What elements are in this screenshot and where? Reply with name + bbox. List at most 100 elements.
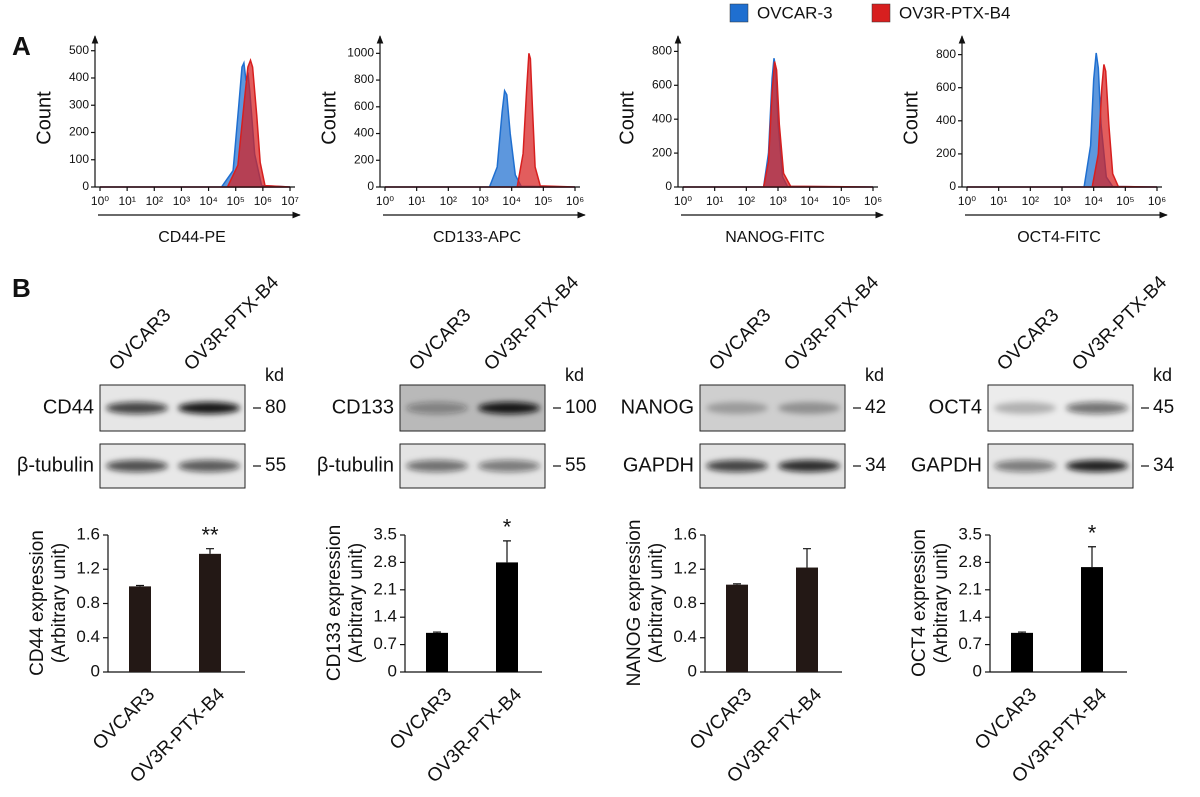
unit-label: kd: [565, 365, 584, 385]
panel-label: B: [12, 273, 31, 303]
y-tick-label: 600: [936, 80, 956, 94]
x-tick-label: 10⁴: [800, 194, 819, 208]
y-tick-label: 1000: [347, 46, 374, 60]
unit-label: kd: [865, 365, 884, 385]
y-tick-label: 200: [936, 146, 956, 160]
y-tick-label: 400: [936, 113, 956, 127]
lane-label: OVCAR3: [993, 305, 1063, 375]
unit-label: kd: [265, 365, 284, 385]
blot-band: [106, 460, 168, 472]
y-tick-label: 0: [367, 179, 374, 193]
x-tick-label: 10⁶: [254, 194, 272, 208]
lane-label: OVCAR3: [705, 305, 775, 375]
y-axis-label: Count: [33, 91, 55, 145]
blot-band: [706, 402, 768, 414]
y-tick-label: 3.5: [958, 524, 982, 543]
y-tick-label: 200: [69, 125, 89, 139]
x-tick-label: 10⁵: [534, 194, 552, 208]
y-axis-label: CD44 expression: [27, 530, 48, 676]
lane-label: OVCAR3: [405, 305, 475, 375]
x-tick-label: 10⁴: [502, 194, 521, 208]
y-tick-label: 0: [665, 179, 672, 193]
kd-value: 34: [1153, 455, 1175, 476]
x-tick-label: OVCAR3: [89, 684, 159, 754]
lane-label: OV3R-PTX-B4: [1068, 272, 1171, 375]
x-tick-label: 10¹: [118, 194, 135, 208]
x-tick-label: 10¹: [706, 194, 723, 208]
y-axis-label: (Arbitrary unit): [646, 543, 667, 663]
y-tick-label: 2.8: [958, 552, 982, 571]
blot-band: [1066, 460, 1128, 472]
density-curve: [683, 61, 874, 188]
density-curve: [385, 88, 576, 188]
x-axis-label: CD44-PE: [158, 229, 226, 246]
lane-label: OV3R-PTX-B4: [780, 272, 883, 375]
x-tick-label: 10³: [173, 194, 190, 208]
y-tick-label: 1.4: [958, 607, 982, 626]
y-axis-label: (Arbitrary unit): [49, 543, 70, 663]
legend-swatch: [729, 3, 749, 23]
bar: [796, 567, 818, 672]
blot-band: [178, 460, 240, 472]
y-tick-label: 600: [652, 77, 672, 91]
x-tick-label: 10³: [1053, 194, 1070, 208]
kd-value: 55: [265, 455, 286, 476]
y-tick-label: 2.1: [958, 579, 982, 598]
y-axis-label: Count: [318, 91, 340, 145]
y-axis-label: Count: [900, 91, 922, 145]
legend-label: OVCAR-3: [757, 3, 833, 22]
y-tick-label: 0.4: [673, 627, 697, 646]
x-tick-label: 10⁴: [1084, 194, 1103, 208]
lane-label: OV3R-PTX-B4: [480, 272, 583, 375]
row-label: β-tubulin: [17, 454, 94, 476]
error-bar: [803, 548, 811, 568]
x-tick-label: 10²: [1022, 194, 1039, 208]
x-tick-label: 10¹: [408, 194, 425, 208]
y-axis-label: (Arbitrary unit): [931, 543, 952, 663]
blot-band: [478, 402, 540, 414]
y-tick-label: 1.4: [373, 607, 397, 626]
kd-value: 100: [565, 397, 597, 418]
bar: [426, 632, 448, 672]
y-tick-label: 500: [69, 43, 89, 57]
row-label: OCT4: [929, 396, 982, 418]
blot-band: [478, 460, 540, 472]
y-tick-label: 0.4: [76, 627, 100, 646]
y-tick-label: 0.8: [76, 593, 100, 612]
x-tick-label: 10⁵: [1116, 194, 1134, 208]
error-bar: [1088, 546, 1096, 568]
row-label: GAPDH: [623, 454, 694, 476]
blot-band: [106, 402, 168, 414]
significance: **: [201, 523, 219, 548]
blot-band: [778, 402, 840, 414]
x-axis-label: NANOG-FITC: [725, 229, 825, 246]
x-tick-label: 10⁵: [832, 194, 850, 208]
kd-value: 80: [265, 397, 286, 418]
x-tick-label: 10⁵: [227, 194, 245, 208]
y-tick-label: 300: [69, 97, 89, 111]
lane-label: OV3R-PTX-B4: [180, 272, 283, 375]
y-axis-label: NANOG expression: [624, 520, 645, 687]
blot-band: [994, 460, 1056, 472]
x-tick-label: 10¹: [990, 194, 1007, 208]
y-tick-label: 0: [949, 179, 956, 193]
x-tick-label: OVCAR3: [971, 684, 1041, 754]
y-tick-label: 1.6: [76, 524, 100, 543]
kd-value: 42: [865, 397, 886, 418]
bar: [199, 553, 221, 672]
significance: *: [503, 515, 512, 540]
bar: [726, 584, 748, 672]
x-tick-label: 10²: [440, 194, 457, 208]
error-bar: [1018, 631, 1026, 633]
x-tick-label: 10⁶: [1148, 194, 1166, 208]
blot-band: [1066, 402, 1128, 414]
lane-label: OVCAR3: [105, 305, 175, 375]
y-tick-label: 800: [354, 72, 374, 86]
x-tick-label: 10⁶: [566, 194, 584, 208]
x-tick-label: 10⁰: [674, 194, 692, 208]
x-tick-label: OVCAR3: [386, 684, 456, 754]
row-label: NANOG: [621, 396, 694, 418]
kd-value: 34: [865, 455, 887, 476]
density-curve: [385, 53, 576, 188]
kd-value: 55: [565, 455, 586, 476]
